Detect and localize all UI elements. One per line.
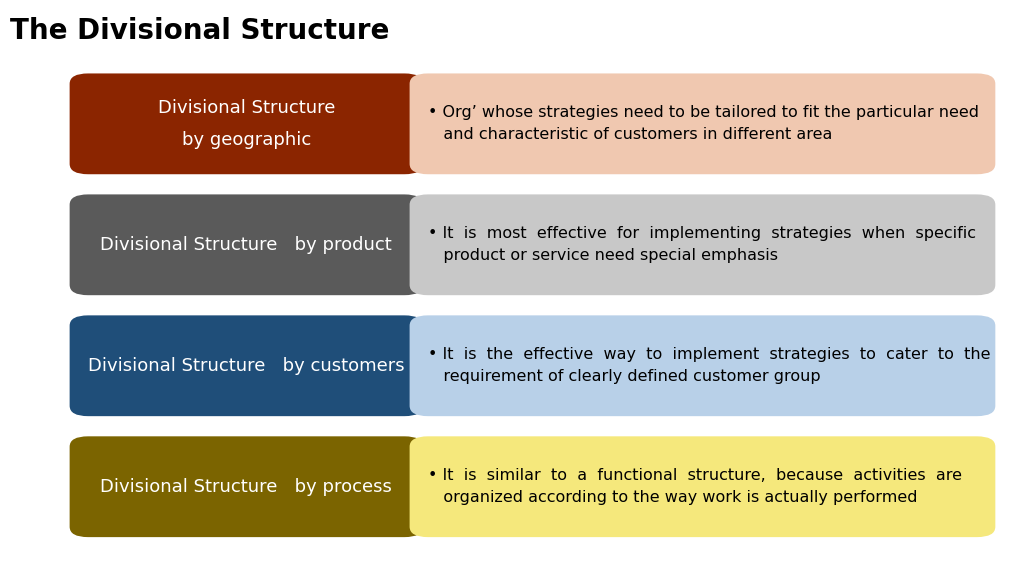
Text: • Org’ whose strategies need to be tailored to fit the particular need
   and ch: • Org’ whose strategies need to be tailo… bbox=[428, 105, 979, 142]
FancyBboxPatch shape bbox=[70, 437, 423, 537]
Text: The Divisional Structure: The Divisional Structure bbox=[10, 17, 389, 46]
Text: Divisional Structure   by customers: Divisional Structure by customers bbox=[88, 357, 404, 375]
FancyBboxPatch shape bbox=[410, 73, 995, 175]
FancyBboxPatch shape bbox=[410, 437, 995, 537]
FancyBboxPatch shape bbox=[70, 73, 423, 175]
FancyBboxPatch shape bbox=[70, 195, 423, 295]
Text: Divisional Structure: Divisional Structure bbox=[158, 98, 335, 117]
Text: by geographic: by geographic bbox=[181, 131, 311, 149]
Text: • It  is  the  effective  way  to  implement  strategies  to  cater  to  the
   : • It is the effective way to implement s… bbox=[428, 347, 990, 384]
Text: Divisional Structure   by product: Divisional Structure by product bbox=[100, 236, 392, 254]
FancyBboxPatch shape bbox=[410, 195, 995, 295]
Text: Divisional Structure   by process: Divisional Structure by process bbox=[100, 478, 392, 496]
FancyBboxPatch shape bbox=[410, 316, 995, 416]
FancyBboxPatch shape bbox=[70, 316, 423, 416]
Text: • It  is  similar  to  a  functional  structure,  because  activities  are
   or: • It is similar to a functional structur… bbox=[428, 468, 962, 505]
Text: • It  is  most  effective  for  implementing  strategies  when  specific
   prod: • It is most effective for implementing … bbox=[428, 226, 976, 263]
